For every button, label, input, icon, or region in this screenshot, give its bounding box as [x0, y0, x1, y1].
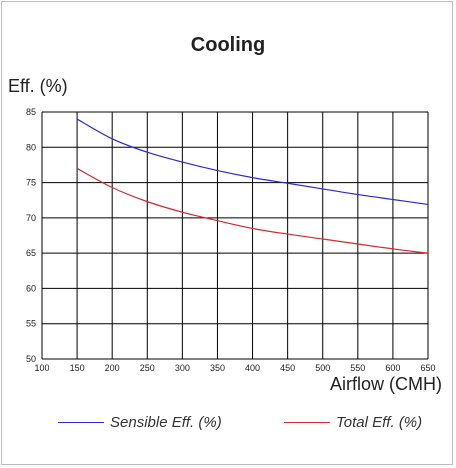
y-axis-label: Eff. (%) [8, 76, 68, 96]
y-tick-label: 50 [26, 354, 36, 364]
legend-label-sensible: Sensible Eff. (%) [110, 414, 222, 431]
y-tick-label: 80 [26, 142, 36, 152]
x-tick-label: 500 [315, 363, 330, 373]
x-tick-label: 150 [70, 363, 85, 373]
legend-item-total: Total Eff. (%) [284, 414, 422, 431]
x-tick-label: 450 [280, 363, 295, 373]
legend-line-sensible [58, 422, 104, 423]
x-tick-label: 300 [175, 363, 190, 373]
legend-line-total [284, 422, 330, 423]
x-tick-label: 550 [350, 363, 365, 373]
x-axis-label: Airflow (CMH) [330, 374, 442, 394]
x-tick-label: 200 [105, 363, 120, 373]
x-tick-label: 600 [385, 363, 400, 373]
y-tick-label: 85 [26, 107, 36, 117]
chart-title: Cooling [190, 34, 266, 56]
legend-item-sensible: Sensible Eff. (%) [58, 414, 222, 431]
y-tick-label: 65 [26, 248, 36, 258]
x-tick-label: 100 [34, 363, 49, 373]
x-tick-label: 250 [140, 363, 155, 373]
series-line-sensible [76, 118, 429, 206]
x-tick-label: 650 [420, 363, 435, 373]
legend-label-total: Total Eff. (%) [336, 414, 423, 431]
x-tick-label: 400 [245, 363, 260, 373]
y-tick-label: 70 [26, 213, 36, 223]
y-tick-label: 55 [26, 319, 36, 329]
x-tick-label: 350 [210, 363, 225, 373]
y-tick-label: 60 [26, 283, 36, 293]
y-tick-label: 75 [26, 178, 36, 188]
series-line-total [76, 167, 429, 254]
legend: Sensible Eff. (%) Total Eff. (%) [0, 414, 456, 436]
